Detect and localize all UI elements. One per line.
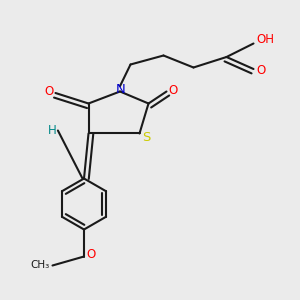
- Text: S: S: [142, 130, 150, 144]
- Text: O: O: [256, 64, 266, 77]
- Text: CH₃: CH₃: [31, 260, 50, 271]
- Text: O: O: [86, 248, 95, 261]
- Text: N: N: [116, 82, 125, 96]
- Text: OH: OH: [256, 33, 274, 46]
- Text: O: O: [44, 85, 53, 98]
- Text: H: H: [48, 124, 57, 137]
- Text: O: O: [169, 83, 178, 97]
